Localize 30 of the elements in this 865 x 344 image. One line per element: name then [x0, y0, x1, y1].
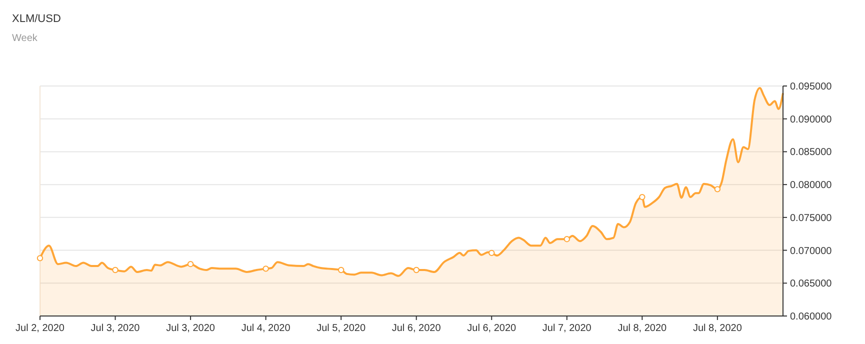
x-tick-label: Jul 6, 2020 [467, 323, 517, 334]
y-tick-label: 0.075000 [790, 212, 832, 224]
point [187, 260, 194, 268]
point [338, 266, 344, 274]
y-tick-label: 0.085000 [790, 147, 832, 158]
y-tick-label: 0.065000 [790, 278, 832, 290]
y-tick-label: 0.080000 [790, 180, 832, 192]
point [413, 266, 420, 274]
x-tick-label: Jul 4, 2020 [241, 323, 291, 334]
x-tick-label: Jul 5, 2020 [316, 323, 366, 334]
y-tick-label: 0.090000 [790, 114, 832, 126]
chart-subtitle: Week [12, 33, 38, 44]
x-tick-label: Jul 3, 2020 [90, 323, 140, 334]
x-tick-label: Jul 8, 2020 [692, 323, 742, 334]
point [564, 236, 570, 242]
point [36, 255, 44, 262]
chart-title: XLM/USD [12, 13, 61, 25]
point [714, 186, 721, 192]
x-tick-label: Jul 3, 2020 [166, 323, 216, 334]
y-tick-label: 0.060000 [790, 312, 832, 322]
x-tick-label: Jul 2, 2020 [16, 323, 65, 334]
point [639, 194, 646, 200]
x-tick-label: Jul 8, 2020 [618, 323, 668, 334]
y-tick-label: 0.070000 [790, 246, 832, 257]
point [488, 250, 495, 256]
point [112, 266, 118, 274]
x-tick-label: Jul 7, 2020 [542, 323, 592, 334]
point [262, 266, 269, 272]
x-tick-label: Jul 6, 2020 [392, 323, 442, 334]
y-tick-label: 0.095000 [790, 82, 832, 92]
